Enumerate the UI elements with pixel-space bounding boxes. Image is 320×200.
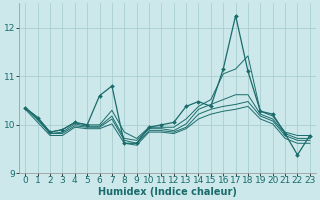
X-axis label: Humidex (Indice chaleur): Humidex (Indice chaleur) xyxy=(98,187,237,197)
